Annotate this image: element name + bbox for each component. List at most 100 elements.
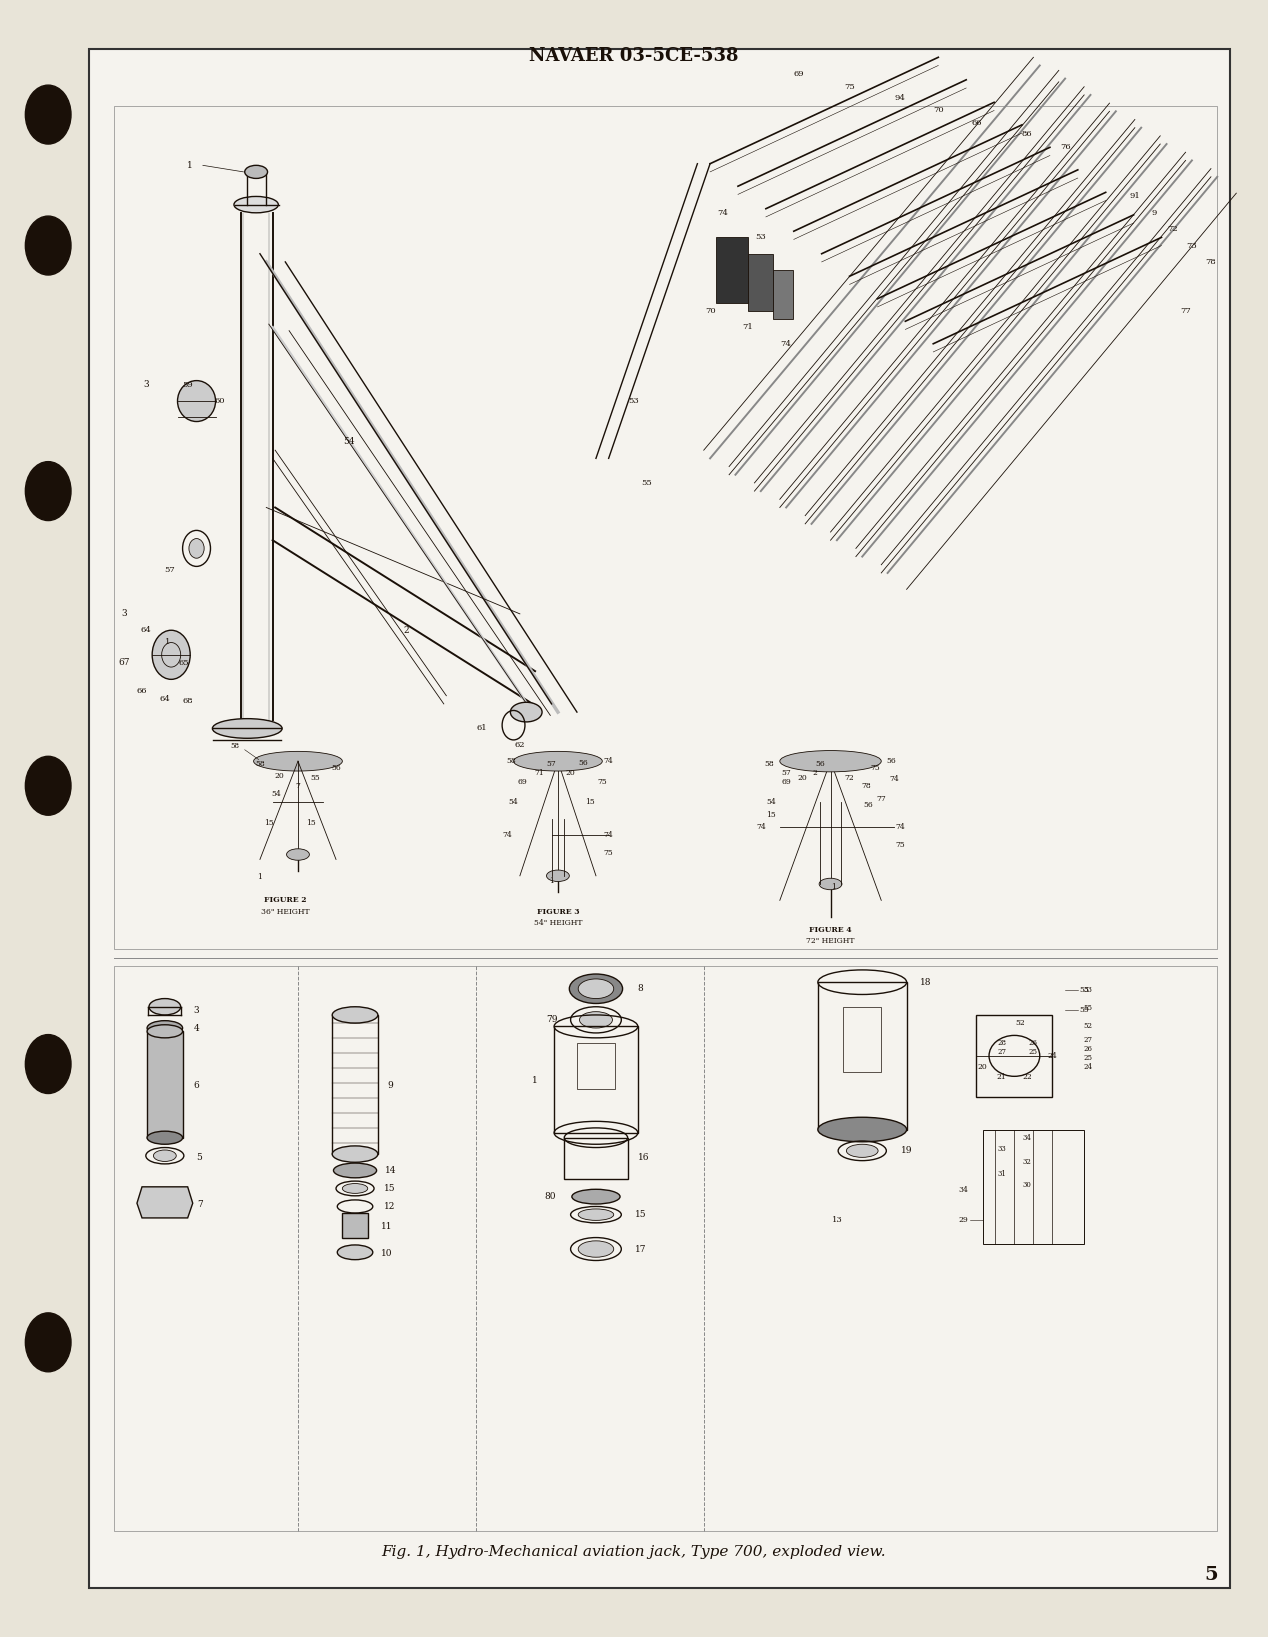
Ellipse shape (578, 1208, 614, 1221)
Text: 32: 32 (1023, 1159, 1031, 1166)
Bar (976, 1015, 1052, 1097)
Ellipse shape (818, 1116, 907, 1143)
Text: FIGURE 4: FIGURE 4 (809, 927, 852, 933)
Text: 1: 1 (831, 884, 836, 891)
Text: 54: 54 (342, 437, 355, 447)
Text: FIGURE 3: FIGURE 3 (536, 909, 579, 915)
Text: 9: 9 (388, 1080, 393, 1090)
Text: 78: 78 (1206, 259, 1216, 265)
Ellipse shape (333, 1162, 377, 1179)
Text: 5: 5 (197, 1152, 202, 1162)
Ellipse shape (254, 751, 342, 771)
Text: 26
25: 26 25 (1028, 1039, 1038, 1056)
Bar (554, 1026, 638, 1133)
Text: 27
26: 27 26 (1083, 1036, 1093, 1053)
Text: 20: 20 (274, 773, 284, 779)
Circle shape (25, 1035, 71, 1094)
Text: 58: 58 (230, 743, 240, 750)
Ellipse shape (189, 539, 204, 558)
Ellipse shape (245, 165, 268, 178)
Text: 56: 56 (815, 761, 825, 768)
Bar (147, 1031, 183, 1138)
Text: 4: 4 (194, 1023, 199, 1033)
Text: 17: 17 (634, 1244, 647, 1254)
Text: 53: 53 (756, 234, 766, 241)
Text: 58: 58 (506, 758, 516, 764)
Ellipse shape (332, 1146, 378, 1162)
Text: 69: 69 (794, 70, 804, 77)
Text: 53: 53 (629, 398, 639, 404)
Ellipse shape (150, 999, 180, 1015)
Text: 19: 19 (900, 1146, 913, 1156)
Text: 15: 15 (306, 820, 316, 827)
Circle shape (25, 85, 71, 144)
Ellipse shape (572, 1188, 620, 1205)
Text: 1: 1 (188, 160, 193, 170)
Text: 30: 30 (1023, 1182, 1031, 1188)
FancyBboxPatch shape (89, 49, 1230, 1588)
Text: 69: 69 (517, 779, 527, 786)
Text: 61: 61 (477, 725, 487, 732)
Text: 77: 77 (876, 796, 886, 802)
Ellipse shape (780, 750, 881, 771)
Text: 57: 57 (781, 769, 791, 776)
Text: 60: 60 (214, 398, 224, 404)
Text: 21: 21 (997, 1074, 1007, 1080)
Text: 24: 24 (1047, 1053, 1058, 1059)
Text: 2: 2 (813, 769, 818, 776)
Bar (818, 982, 907, 1130)
Text: 1: 1 (549, 877, 554, 884)
Text: 66: 66 (137, 688, 147, 694)
Text: 75: 75 (895, 841, 905, 848)
Bar (577, 1043, 615, 1089)
Text: 57: 57 (547, 761, 557, 768)
Circle shape (25, 1313, 71, 1372)
Text: 56: 56 (864, 802, 874, 809)
Text: NAVAER 03-5CE-538: NAVAER 03-5CE-538 (529, 47, 739, 64)
Text: 10: 10 (380, 1249, 393, 1259)
Text: 72" HEIGHT: 72" HEIGHT (806, 938, 855, 945)
Text: 56: 56 (331, 764, 341, 771)
Ellipse shape (569, 974, 623, 1003)
Ellipse shape (152, 630, 190, 679)
Text: 71: 71 (743, 324, 753, 331)
Text: 73: 73 (1187, 242, 1197, 249)
Text: 91: 91 (1130, 193, 1140, 200)
Ellipse shape (819, 877, 842, 891)
Text: 31: 31 (998, 1170, 1006, 1177)
Text: 70: 70 (705, 308, 715, 314)
Bar (114, 966, 1217, 1531)
Text: 86: 86 (1022, 131, 1032, 138)
Bar (564, 1138, 628, 1179)
Ellipse shape (147, 1025, 183, 1038)
Text: 57: 57 (165, 566, 175, 573)
Text: 3: 3 (122, 609, 127, 619)
Text: 1: 1 (257, 874, 262, 881)
Text: 74: 74 (781, 340, 791, 347)
Bar (983, 1130, 1084, 1244)
Ellipse shape (337, 1244, 373, 1260)
Text: 66: 66 (971, 120, 981, 126)
Ellipse shape (153, 1149, 176, 1162)
Text: 52: 52 (1016, 1020, 1026, 1026)
Circle shape (25, 216, 71, 275)
Text: 18: 18 (919, 977, 932, 987)
Ellipse shape (342, 1184, 368, 1193)
Text: 1: 1 (533, 1076, 538, 1085)
Text: 53: 53 (1084, 987, 1092, 994)
Text: 20: 20 (798, 774, 808, 781)
Text: 2: 2 (403, 625, 408, 635)
Text: FIGURE 2: FIGURE 2 (264, 897, 307, 904)
Text: 94: 94 (895, 95, 905, 101)
Text: 78: 78 (861, 782, 871, 789)
Text: 36" HEIGHT: 36" HEIGHT (261, 909, 309, 915)
Ellipse shape (578, 979, 614, 999)
Text: 33: 33 (998, 1146, 1006, 1152)
Text: 15: 15 (264, 820, 274, 827)
Text: 52: 52 (1083, 1023, 1093, 1030)
Text: 56: 56 (578, 760, 588, 766)
Text: 3: 3 (194, 1005, 199, 1015)
Ellipse shape (147, 1131, 183, 1144)
Text: 16: 16 (638, 1152, 650, 1162)
Text: 25
24: 25 24 (1083, 1054, 1093, 1071)
